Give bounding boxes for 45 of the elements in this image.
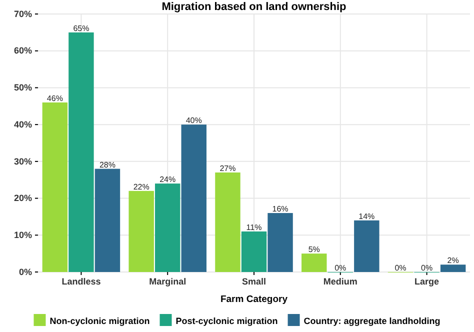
data-label: 14% [358,212,375,221]
data-label: 2% [447,256,459,266]
y-tick-label: 40% [14,119,32,130]
x-tick-label: Small [242,276,266,286]
data-label: 24% [160,175,176,184]
legend-label: Country: aggregate landholding [304,316,440,326]
bar [181,124,206,272]
chart-title: Migration based on land ownership [162,1,347,13]
data-label: 16% [272,204,288,214]
y-tick-label: 20% [14,193,32,204]
bar [42,102,68,272]
data-label: 22% [133,182,150,192]
x-tick-label: Large [414,276,440,286]
y-tick-label: 10% [14,230,32,240]
data-label: 65% [73,24,90,33]
bar [68,32,94,272]
data-label: 40% [186,116,202,126]
bar [440,264,466,272]
data-label: 0% [334,264,346,272]
data-label: 5% [308,245,320,254]
data-label: 11% [246,222,262,232]
data-label: 27% [220,164,236,173]
y-tick-label: 50% [14,82,32,93]
y-tick-label: 60% [14,46,32,56]
bar [268,213,293,272]
x-tick-label: Medium [323,276,358,286]
data-label: 0% [421,264,433,272]
x-tick-label: Landless [62,276,101,286]
data-label: 46% [46,94,63,103]
bar [302,254,327,272]
x-axis-title: Farm Category [220,294,288,305]
bar [215,172,240,272]
legend-label: Non-cyclonic migration [50,316,150,326]
y-tick-label: 0% [18,266,32,277]
y-tick-label: 70% [14,8,32,19]
bar [354,220,380,272]
data-label: 0% [394,264,406,272]
bar [128,190,154,272]
bar [154,184,180,272]
data-label: 28% [99,160,116,170]
legend-label: Post-cyclonic migration [176,316,278,326]
bar [94,168,120,272]
bar [241,231,267,272]
x-tick-label: Marginal [149,276,186,286]
y-tick-label: 30% [14,156,32,166]
